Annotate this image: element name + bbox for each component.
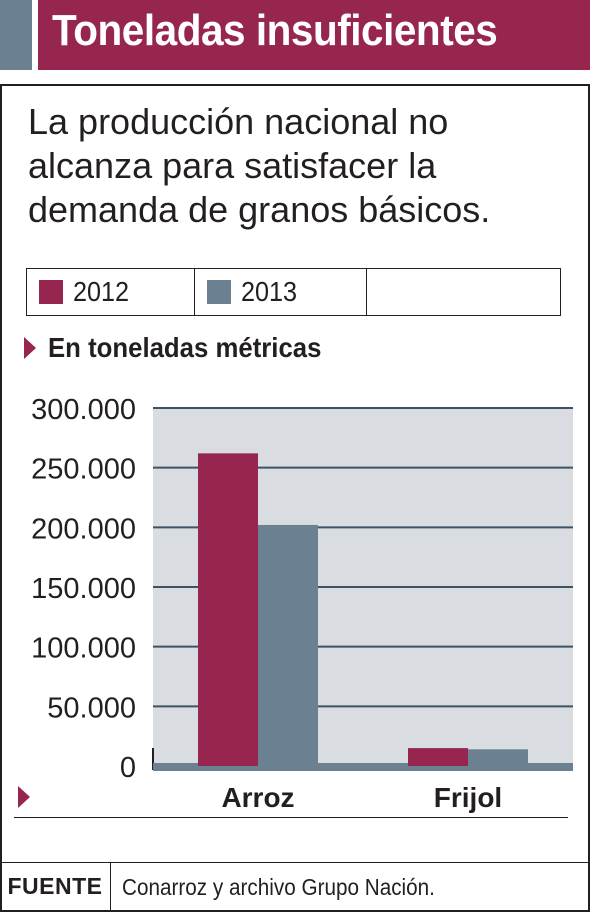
legend-empty-cell — [367, 269, 560, 315]
bar-chart: 0 50.000 100.000 150.000 200.000 250.000 300.0… — [31, 394, 573, 813]
y-tick-label: 200.000 — [31, 513, 136, 545]
baseline-band — [153, 763, 573, 771]
bar-base — [468, 763, 528, 766]
y-tick-label: 300.000 — [31, 394, 136, 426]
bar-base — [198, 763, 258, 766]
y-tick-label: 0 — [120, 752, 136, 784]
category-label: Arroz — [221, 782, 294, 813]
unit-arrow-icon — [24, 337, 36, 359]
legend: 2012 2013 — [26, 268, 561, 316]
y-tick-label: 100.000 — [31, 633, 136, 665]
legend-label-2013: 2013 — [241, 276, 298, 307]
category-arrow-icon — [18, 786, 30, 808]
legend-label-2012: 2012 — [73, 276, 130, 307]
bar-arroz-2012 — [198, 453, 258, 766]
source-row: FUENTE Conarroz y archivo Grupo Nación. — [0, 862, 590, 912]
source-label-cell: FUENTE — [0, 863, 111, 910]
legend-swatch-2012 — [39, 280, 63, 304]
chart-subtitle: La producción nacional no alcanza para s… — [28, 101, 491, 230]
category-label: Frijol — [434, 782, 502, 813]
bar-frijol-2012 — [408, 748, 468, 766]
bottom-rule — [14, 817, 568, 818]
source-text: Conarroz y archivo Grupo Nación. — [122, 874, 435, 900]
chart-panel — [0, 84, 590, 910]
bar-base — [408, 763, 468, 766]
source-label: FUENTE — [7, 873, 103, 899]
chart-title: Toneladas insuficientes — [52, 6, 498, 55]
legend-item-2013: 2013 — [195, 269, 367, 315]
bar-arroz-2013 — [258, 524, 318, 766]
bar-frijol-2013 — [468, 749, 528, 766]
bar-base — [258, 763, 318, 766]
header-bar — [38, 0, 590, 70]
y-tick-label: 150.000 — [31, 573, 136, 605]
y-tick-label: 50.000 — [47, 692, 136, 724]
legend-swatch-2013 — [207, 280, 231, 304]
header-accent-block — [0, 0, 32, 70]
unit-label: En toneladas métricas — [48, 332, 322, 363]
y-tick-label: 250.000 — [31, 454, 136, 486]
legend-item-2012: 2012 — [27, 269, 195, 315]
